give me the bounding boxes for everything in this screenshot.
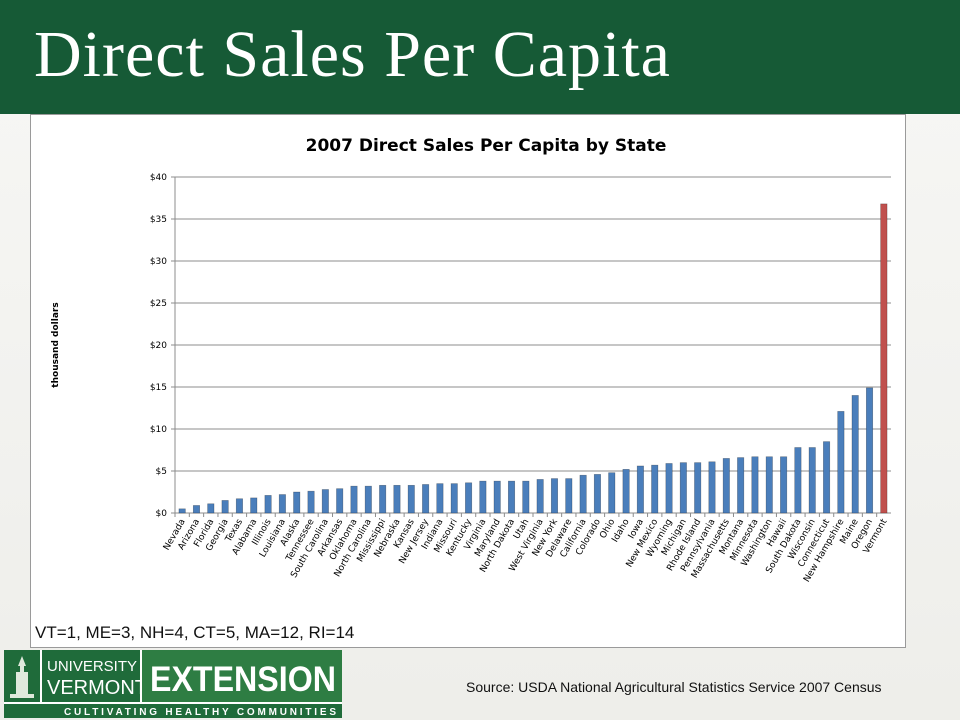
bar	[192, 505, 201, 514]
y-tick-label: $25	[150, 299, 167, 309]
bar	[479, 480, 487, 514]
bar	[522, 480, 530, 514]
bar	[379, 484, 387, 514]
bar	[636, 465, 644, 514]
bar	[407, 484, 415, 514]
y-tick-label: $0	[156, 509, 168, 519]
chart-title: 2007 Direct Sales Per Capita by State	[306, 136, 667, 156]
bar-chart: 2007 Direct Sales Per Capita by State tho…	[51, 136, 891, 584]
bar	[708, 461, 716, 514]
bar	[235, 498, 243, 514]
bar	[565, 478, 573, 514]
bar	[651, 464, 659, 514]
bar	[250, 497, 258, 514]
bar	[851, 395, 859, 514]
svg-text:UNIVERSITY OF: UNIVERSITY OF	[47, 658, 162, 675]
bar	[264, 495, 272, 514]
bar	[751, 456, 759, 514]
bar	[837, 411, 845, 514]
state-rank-note: VT=1, ME=3, NH=4, CT=5, MA=12, RI=14	[35, 623, 355, 642]
bar	[422, 484, 430, 514]
title-bar: Direct Sales Per Capita	[0, 0, 960, 114]
bar	[221, 500, 229, 514]
bar	[350, 485, 358, 514]
bar	[207, 503, 215, 514]
bar	[436, 483, 444, 514]
bar	[178, 508, 186, 514]
y-tick-label: $5	[156, 467, 167, 477]
bar	[336, 488, 344, 514]
uvm-extension-logo: UNIVERSITY OF VERMONT EXTENSION CULTIVAT…	[4, 650, 342, 718]
svg-text:CULTIVATING HEALTHY COMMUNITIE: CULTIVATING HEALTHY COMMUNITIES	[64, 707, 336, 718]
bar	[465, 482, 473, 514]
bar	[321, 489, 329, 514]
svg-text:EXTENSION: EXTENSION	[150, 660, 336, 699]
y-axis-label: thousand dollars	[51, 302, 61, 387]
bar	[794, 447, 802, 514]
source-citation: Source: USDA National Agricultural Stati…	[466, 679, 882, 695]
bar	[880, 203, 888, 514]
y-tick-label: $40	[150, 173, 167, 183]
bar	[579, 474, 587, 514]
bar	[808, 447, 816, 514]
bar	[364, 485, 372, 514]
y-tick-label: $20	[150, 341, 167, 351]
y-tick-label: $35	[150, 215, 167, 225]
bar	[622, 469, 630, 514]
bar	[608, 472, 616, 514]
bar	[665, 463, 673, 514]
bar	[536, 479, 544, 514]
bar	[450, 483, 458, 514]
y-tick-label: $10	[150, 425, 167, 435]
bar	[865, 387, 874, 514]
bar	[507, 480, 516, 514]
bar	[780, 456, 788, 514]
bar	[694, 462, 702, 514]
bar	[278, 494, 286, 514]
bar	[593, 474, 601, 514]
y-tick-label: $15	[150, 383, 167, 393]
chart-panel: 2007 Direct Sales Per Capita by State tho…	[30, 114, 906, 648]
bar	[293, 491, 301, 514]
page-title: Direct Sales Per Capita	[34, 18, 671, 91]
bar	[679, 462, 687, 514]
bar	[737, 457, 745, 514]
bar	[722, 458, 730, 514]
bar	[393, 484, 401, 514]
bar	[765, 456, 773, 514]
bar	[550, 478, 559, 514]
bar	[823, 441, 831, 514]
y-tick-label: $30	[150, 257, 167, 267]
bar	[307, 490, 315, 514]
svg-text:VERMONT: VERMONT	[47, 677, 147, 699]
bar	[493, 480, 501, 514]
